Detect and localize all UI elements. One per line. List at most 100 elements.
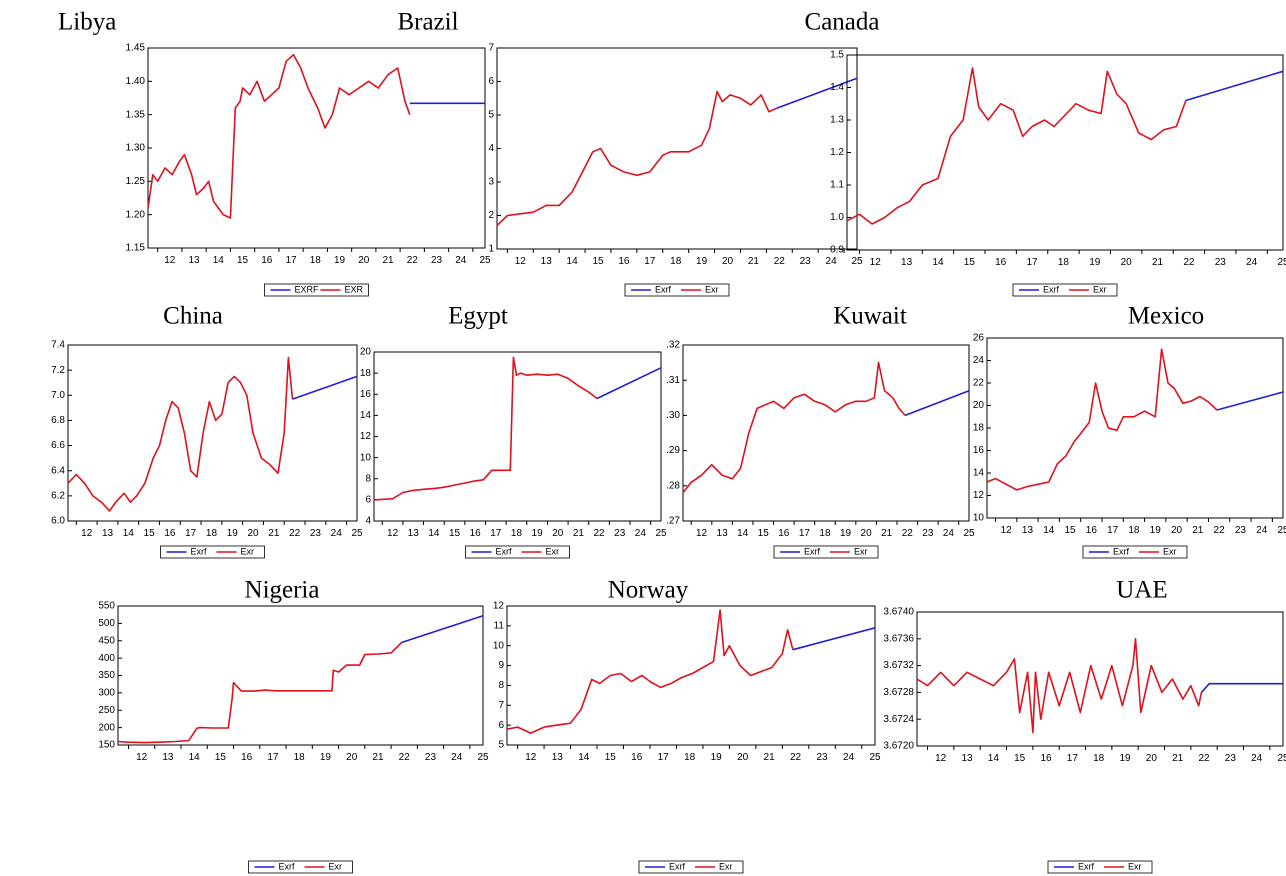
x-tick-label: 13 (189, 255, 201, 266)
x-tick-label: 22 (1183, 257, 1195, 268)
x-tick-label: 17 (1067, 753, 1079, 764)
x-tick-label: 19 (320, 752, 332, 763)
y-tick-label: 14 (360, 410, 372, 421)
y-tick-label: 12 (973, 490, 985, 501)
legend-box (160, 545, 265, 559)
x-tick-label: 23 (1215, 257, 1227, 268)
x-tick-label: 12 (1001, 525, 1013, 536)
x-tick-label: 15 (449, 528, 461, 539)
x-tick-label: 13 (1022, 525, 1034, 536)
y-tick-label: 550 (98, 601, 115, 612)
x-tick-label: 18 (1128, 525, 1140, 536)
legend-label: EXRF (295, 284, 320, 294)
y-tick-label: 1.30 (126, 143, 146, 154)
chart-mexico: Mexico 10 12 14 16 18 20 22 24 26 12 13 14 15 16 17 18 19… (973, 303, 1286, 559)
y-tick-label: 1.1 (830, 180, 844, 191)
x-tick-label: 25 (1277, 525, 1286, 536)
x-tick-label: 13 (901, 257, 913, 268)
x-tick-label: 14 (213, 255, 225, 266)
y-tick-label: 1.20 (126, 209, 146, 220)
plot-frame (846, 54, 1284, 251)
x-tick-label: 20 (722, 256, 734, 267)
series-line-exrf (596, 367, 662, 400)
x-tick-label: 25 (1277, 257, 1286, 268)
legend-label: EXR (345, 284, 364, 294)
series-line-exr (682, 361, 906, 494)
y-tick-label: 6.8 (51, 415, 65, 426)
legend-label: Exrf (1078, 861, 1095, 871)
x-tick-label: 23 (1235, 525, 1247, 536)
series-line-exr (117, 641, 403, 744)
x-tick-label: 20 (247, 528, 259, 539)
x-tick-label: 18 (1093, 753, 1105, 764)
chart-canada: Canada 0.9 1.0 1.1 1.2 1.3 1.4 1.5 12 13 14 15 16 17 1… (805, 9, 1286, 297)
x-tick-label: 21 (881, 528, 893, 539)
x-tick-label: 17 (490, 528, 502, 539)
x-tick-label: 13 (408, 528, 420, 539)
series-line-exr (846, 67, 1187, 225)
x-tick-label: 18 (670, 256, 682, 267)
y-tick-label: 10 (360, 452, 372, 463)
y-tick-label: 450 (98, 635, 115, 646)
chart-title: Libya (58, 9, 116, 36)
y-tick-label: 400 (98, 653, 115, 664)
x-tick-label: 22 (774, 256, 786, 267)
x-tick-label: 24 (635, 528, 647, 539)
y-tick-label: 12 (360, 431, 372, 442)
legend: Exrf Exr (160, 545, 265, 559)
x-tick-label: 14 (123, 528, 135, 539)
chart-title: China (163, 303, 223, 330)
x-tick-label: 20 (861, 528, 873, 539)
x-tick-label: 24 (455, 255, 467, 266)
x-tick-label: 23 (425, 752, 437, 763)
legend-label: Exr (1163, 546, 1177, 556)
x-tick-label: 17 (644, 256, 656, 267)
x-tick-label: 22 (289, 528, 301, 539)
x-tick-label: 20 (737, 752, 749, 763)
y-tick-label: 3.6728 (883, 687, 914, 698)
legend-label: Exr (705, 284, 719, 294)
x-tick-label: 21 (1172, 753, 1184, 764)
y-tick-label: 1.40 (126, 76, 146, 87)
y-tick-label: 8 (498, 680, 504, 691)
x-tick-label: 21 (372, 752, 384, 763)
series-line-exrf (1185, 70, 1284, 102)
y-tick-label: 18 (973, 423, 985, 434)
x-tick-label: 12 (696, 528, 708, 539)
x-tick-label: 15 (758, 528, 770, 539)
x-tick-label: 19 (711, 752, 723, 763)
y-tick-label: 3.6724 (883, 714, 914, 725)
x-tick-label: 22 (902, 528, 914, 539)
y-tick-label: 22 (973, 378, 985, 389)
x-tick-label: 20 (346, 752, 358, 763)
legend: Exrf Exr (773, 545, 879, 559)
y-tick-label: .29 (666, 445, 680, 456)
x-tick-label: 25 (1277, 753, 1286, 764)
chart-title: Egypt (448, 303, 508, 330)
chart-title: Brazil (397, 9, 458, 36)
x-tick-label: 15 (592, 256, 604, 267)
y-tick-label: 1 (488, 244, 494, 255)
y-tick-label: 7 (498, 700, 504, 711)
legend: Exrf Exr (1047, 860, 1153, 874)
x-tick-label: 14 (1043, 525, 1055, 536)
series-line-exr (67, 356, 294, 512)
x-tick-label: 13 (717, 528, 729, 539)
x-tick-label: 16 (995, 257, 1007, 268)
x-tick-label: 16 (1040, 753, 1052, 764)
x-tick-label: 21 (382, 255, 394, 266)
chart-title: Norway (608, 577, 689, 604)
legend-label: Exrf (279, 861, 296, 871)
x-tick-label: 12 (136, 752, 148, 763)
x-tick-label: 20 (552, 528, 564, 539)
y-tick-label: 10 (973, 513, 985, 524)
chart-nigeria: Nigeria 150 200 250 300 350 400 450 500 550 12 13 14… (98, 577, 489, 874)
legend: Exrf Exr (465, 545, 570, 559)
y-tick-label: .32 (666, 340, 680, 351)
y-tick-label: 12 (493, 601, 505, 612)
y-tick-label: 250 (98, 705, 115, 716)
series-line-exr (496, 90, 778, 227)
series-line-exrf (904, 390, 970, 417)
y-tick-label: 150 (98, 740, 115, 751)
